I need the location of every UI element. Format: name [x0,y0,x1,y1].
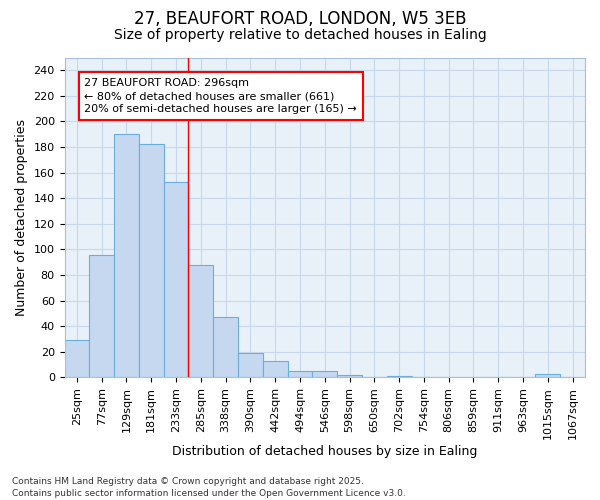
Bar [188,265,213,378]
Bar [238,353,263,378]
Bar [114,134,139,378]
Bar [287,371,313,378]
Bar [337,375,362,378]
Bar [263,360,287,378]
Bar [535,374,560,378]
Bar [313,371,337,378]
Bar [139,144,164,378]
Bar [213,317,238,378]
Text: Size of property relative to detached houses in Ealing: Size of property relative to detached ho… [113,28,487,42]
Bar [89,254,114,378]
Bar [65,340,89,378]
Bar [387,376,412,378]
Text: 27, BEAUFORT ROAD, LONDON, W5 3EB: 27, BEAUFORT ROAD, LONDON, W5 3EB [134,10,466,28]
Text: Contains HM Land Registry data © Crown copyright and database right 2025.
Contai: Contains HM Land Registry data © Crown c… [12,476,406,498]
X-axis label: Distribution of detached houses by size in Ealing: Distribution of detached houses by size … [172,444,478,458]
Bar [164,182,188,378]
Y-axis label: Number of detached properties: Number of detached properties [15,119,28,316]
Text: 27 BEAUFORT ROAD: 296sqm
← 80% of detached houses are smaller (661)
20% of semi-: 27 BEAUFORT ROAD: 296sqm ← 80% of detach… [85,78,357,114]
